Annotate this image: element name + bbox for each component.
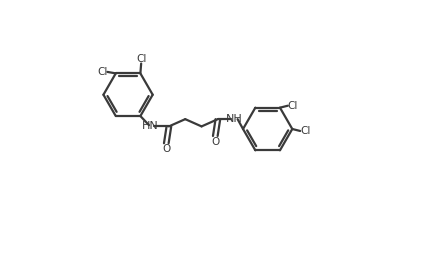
Text: O: O: [210, 137, 219, 147]
Text: Cl: Cl: [97, 67, 108, 77]
Text: NH: NH: [225, 114, 242, 124]
Text: Cl: Cl: [136, 54, 146, 64]
Text: O: O: [162, 144, 170, 154]
Text: Cl: Cl: [287, 101, 297, 111]
Text: Cl: Cl: [299, 126, 309, 136]
Text: HN: HN: [141, 121, 158, 132]
